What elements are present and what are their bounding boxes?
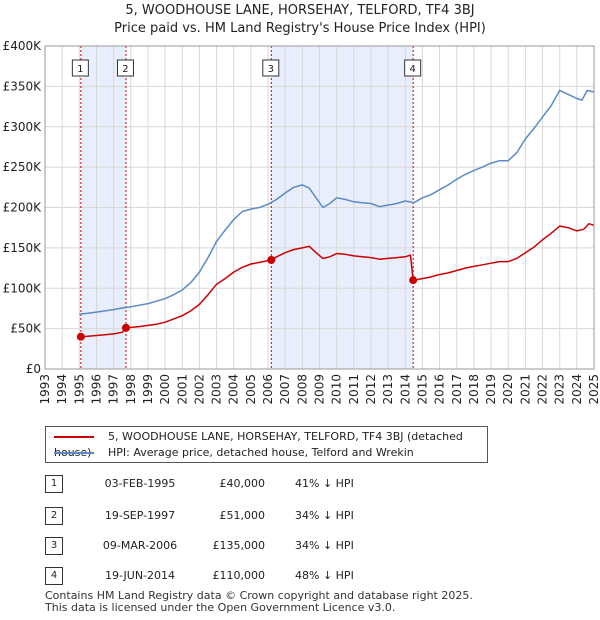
sale-number: 1 — [45, 475, 63, 493]
x-tick-label: 1994 — [55, 374, 69, 405]
sale-price: £40,000 — [219, 477, 266, 490]
legend-item-hpi: HPI: Average price, detached house, Telf… — [54, 445, 414, 461]
sale-date: 19-JUN-2014 — [104, 569, 176, 582]
sale-label-box: 4 — [404, 59, 422, 77]
sale-hpi-diff: 34% ↓ HPI — [295, 509, 354, 522]
sale-date: 03-FEB-1995 — [104, 477, 176, 490]
y-tick-label: £200K — [3, 201, 43, 215]
sale-hpi-diff: 41% ↓ HPI — [295, 477, 354, 490]
sale-label-frame — [71, 59, 89, 77]
footer-line-2: This data is licensed under the Open Gov… — [45, 601, 396, 614]
x-tick-label: 2004 — [227, 374, 241, 405]
sale-label-number: 3 — [268, 64, 274, 75]
x-tick-label: 2024 — [570, 374, 584, 405]
sale-row: 2 19-SEP-1997 £51,000 34% ↓ HPI — [45, 506, 445, 526]
x-tick-label: 1993 — [38, 374, 52, 405]
x-tick-label: 2001 — [175, 374, 189, 405]
x-tick-label: 2015 — [415, 374, 429, 405]
y-tick-label: £150K — [3, 241, 43, 255]
title-line-2: Price paid vs. HM Land Registry's House … — [114, 21, 486, 36]
sale-label-frame — [116, 59, 134, 77]
sale-label-number: 1 — [77, 64, 83, 75]
series-line-property — [80, 222, 595, 338]
legend: 5, WOODHOUSE LANE, HORSEHAY, TELFORD, TF… — [45, 426, 488, 463]
x-tick-label: 2016 — [433, 374, 447, 405]
footer: Contains HM Land Registry data © Crown c… — [45, 590, 473, 614]
x-tick-label: 2005 — [244, 374, 258, 405]
x-tick-label: 2019 — [484, 374, 498, 405]
x-tick-label: 2000 — [158, 374, 172, 405]
x-tick-label: 2002 — [192, 374, 206, 405]
footer-line-1: Contains HM Land Registry data © Crown c… — [45, 589, 473, 602]
sale-label-frame — [404, 59, 422, 77]
y-tick-label: £250K — [3, 160, 43, 174]
sale-label-number: 2 — [122, 64, 128, 75]
y-tick-label: £100K — [3, 281, 43, 295]
sale-price: £51,000 — [219, 509, 266, 522]
legend-swatch-property — [54, 436, 94, 438]
x-tick-label: 1996 — [89, 374, 103, 405]
y-tick-label: £50K — [10, 322, 42, 336]
x-tick-label: 2008 — [295, 374, 309, 405]
y-tick-label: £350K — [3, 79, 43, 93]
sale-number: 3 — [45, 537, 63, 555]
x-tick-label: 2023 — [553, 374, 567, 405]
x-tick-label: 2010 — [330, 374, 344, 405]
x-tick-label: 2020 — [501, 374, 515, 405]
sale-hpi-diff: 34% ↓ HPI — [295, 539, 354, 552]
x-tick-label: 1995 — [72, 374, 86, 405]
x-tick-label: 2009 — [313, 374, 327, 405]
sale-row: 3 09-MAR-2006 £135,000 34% ↓ HPI — [45, 536, 445, 556]
x-tick-label: 2013 — [381, 374, 395, 405]
sale-price: £135,000 — [212, 539, 266, 552]
sale-label-frame — [262, 59, 280, 77]
x-tick-label: 2025 — [587, 374, 600, 405]
plot-frame — [44, 45, 595, 370]
y-tick-label: £400K — [3, 39, 43, 53]
sale-hpi-diff: 48% ↓ HPI — [295, 569, 354, 582]
sale-label-box: 3 — [262, 59, 280, 77]
sale-point — [121, 323, 130, 332]
x-tick-label: 2017 — [450, 374, 464, 405]
series-line-hpi — [79, 89, 595, 315]
sale-label-box: 2 — [116, 59, 134, 77]
sale-number: 2 — [45, 507, 63, 525]
x-tick-label: 2006 — [261, 374, 275, 405]
legend-item-property: 5, WOODHOUSE LANE, HORSEHAY, TELFORD, TF… — [54, 429, 487, 459]
sale-date: 19-SEP-1997 — [104, 509, 176, 522]
sale-point — [409, 276, 418, 285]
sale-row: 1 03-FEB-1995 £40,000 41% ↓ HPI — [45, 474, 445, 494]
legend-swatch-hpi — [54, 452, 94, 454]
x-tick-label: 2022 — [536, 374, 550, 405]
x-tick-label: 2021 — [518, 374, 532, 405]
sale-price: £110,000 — [212, 569, 266, 582]
x-tick-label: 2003 — [210, 374, 224, 405]
sale-date: 09-MAR-2006 — [102, 539, 178, 552]
x-tick-label: 2012 — [364, 374, 378, 405]
x-tick-label: 2018 — [467, 374, 481, 405]
x-tick-label: 1997 — [107, 374, 121, 405]
sale-label-number: 4 — [409, 64, 415, 75]
x-tick-label: 1999 — [141, 374, 155, 405]
title-line-1: 5, WOODHOUSE LANE, HORSEHAY, TELFORD, TF… — [125, 3, 475, 18]
sale-row: 4 19-JUN-2014 £110,000 48% ↓ HPI — [45, 566, 445, 586]
x-tick-label: 2007 — [278, 374, 292, 405]
sale-label-box: 1 — [71, 59, 89, 77]
y-tick-label: £300K — [3, 120, 43, 134]
sale-number: 4 — [45, 567, 63, 585]
y-tick-label: £0 — [26, 362, 41, 376]
price-chart: 1 2 3 4 £0 £50K £100K £150K £200K £250K £300K £350… — [3, 39, 600, 405]
legend-label-hpi: HPI: Average price, detached house, Telf… — [108, 446, 414, 459]
x-tick-label: 2011 — [347, 374, 361, 405]
x-tick-label: 2014 — [398, 374, 412, 405]
chart-title: 5, WOODHOUSE LANE, HORSEHAY, TELFORD, TF… — [0, 2, 600, 38]
sale-point — [267, 255, 276, 264]
sale-point — [76, 332, 85, 341]
x-tick-label: 1998 — [124, 374, 138, 405]
